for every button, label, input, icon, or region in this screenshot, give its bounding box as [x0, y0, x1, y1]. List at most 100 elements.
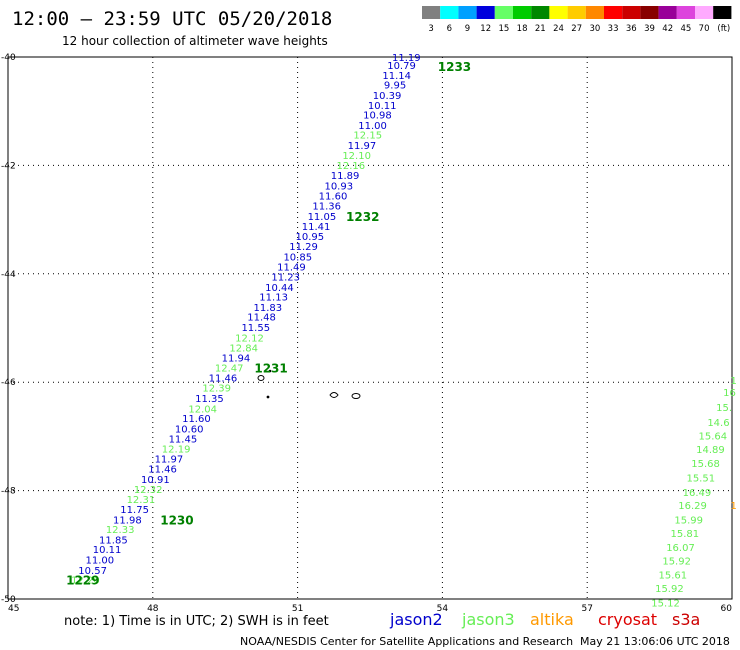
island-outline — [351, 393, 361, 399]
lat-tick-label: -44 — [1, 270, 16, 280]
lon-tick-label: 54 — [437, 604, 449, 614]
wave-height-label: 11.19 — [392, 53, 421, 64]
wave-height-label: 15.12 — [651, 598, 680, 609]
lat-tick-label: -48 — [1, 487, 16, 497]
wave-height-label: 11.13 — [259, 293, 288, 304]
scale-label: 21 — [535, 24, 546, 34]
scale-label: 9 — [465, 24, 470, 34]
scale-unit-label: (ft) — [717, 24, 730, 34]
wave-height-label: 15.99 — [674, 515, 703, 526]
wave-height-label: 15.68 — [691, 459, 720, 470]
pass-number-label: 1230 — [160, 513, 193, 527]
wave-height-label: 11.46 — [148, 464, 177, 475]
wave-height-label: 10.79 — [387, 61, 416, 72]
scale-swatch — [549, 6, 568, 19]
scale-swatch — [440, 6, 459, 19]
scale-label: 3 — [428, 24, 433, 34]
wave-height-label: 11.49 — [277, 262, 306, 273]
scale-label: 36 — [626, 24, 637, 34]
color-scale-legend: 3 6 9 12 15 18 21 24 27 30 33 36 39 42 45 70 (ft) — [422, 6, 732, 34]
wave-height-label: 12.47 — [215, 364, 244, 375]
wave-height-label: 11.97 — [155, 455, 184, 466]
wave-height-label: 11.98 — [113, 515, 142, 526]
scale-label: 70 — [699, 24, 710, 34]
wave-height-label: 15.64 — [699, 431, 728, 442]
scale-swatch — [422, 6, 441, 19]
wave-height-label: 10.44 — [265, 283, 294, 294]
wave-height-label: 12.31 — [127, 495, 156, 506]
scale-label: 33 — [608, 24, 619, 34]
scale-label: 24 — [553, 24, 564, 34]
wave-height-label: 15.51 — [686, 474, 715, 485]
wave-height-label: 12.20 — [71, 576, 100, 587]
wave-height-label: 11.46 — [209, 373, 238, 384]
island-dot — [268, 369, 272, 373]
wave-height-label: 11.00 — [86, 556, 115, 567]
wave-height-label: 11.89 — [331, 171, 360, 182]
wave-height-label: 16 — [723, 388, 736, 399]
scale-label: 15 — [498, 24, 509, 34]
page-title: 12:00 – 23:59 UTC 05/20/2018 — [12, 8, 332, 30]
scale-swatch — [695, 6, 714, 19]
wave-height-label: 10.57 — [78, 566, 107, 577]
scale-swatch — [531, 6, 550, 19]
wave-height-label: 12.84 — [229, 344, 258, 355]
page-subtitle: 12 hour collection of altimeter wave hei… — [62, 34, 328, 48]
wave-height-label: 11.41 — [302, 222, 331, 233]
wave-height-label: 11.29 — [289, 242, 318, 253]
pass-labels: 1233 1232 1231 1230 1229 — [66, 60, 471, 588]
wave-height-label: 16.49 — [683, 488, 712, 499]
wave-height-label: 11.60 — [319, 191, 348, 202]
satellite-legend-s3a: s3a — [672, 610, 700, 629]
wave-height-label: 11.60 — [182, 414, 211, 425]
wave-height-label: 15.92 — [655, 584, 684, 595]
wave-height-label: 10.95 — [296, 232, 325, 243]
wave-height-label: 10.11 — [368, 101, 397, 112]
scale-label: 30 — [589, 24, 600, 34]
wave-height-label: 10.60 — [175, 424, 204, 435]
wave-height-label: 14.6 — [707, 418, 729, 429]
wave-height-label: 11.48 — [247, 313, 276, 324]
scale-swatch — [476, 6, 495, 19]
wave-height-label: 12.16 — [337, 161, 366, 172]
island-outlines — [257, 369, 361, 399]
wave-height-label: 15.61 — [658, 571, 687, 582]
wave-height-label: 11.45 — [169, 435, 198, 446]
wave-height-label: 15.92 — [662, 557, 691, 568]
satellite-legend-cryosat: cryosat — [598, 610, 657, 629]
wave-height-label: 10.91 — [141, 475, 170, 486]
lat-tick-label: -42 — [1, 161, 16, 171]
pass-number-label: 1233 — [438, 60, 471, 74]
wave-height-label: 11.94 — [222, 353, 251, 364]
wave-height-label: 12.10 — [342, 151, 371, 162]
scale-swatch — [585, 6, 604, 19]
pass-number-label: 1232 — [346, 210, 379, 224]
wave-height-label: 12.12 — [235, 333, 264, 344]
pass-number-label: 1229 — [66, 574, 99, 588]
wave-height-label: 1 — [730, 501, 736, 512]
island-outline — [257, 375, 265, 381]
scale-swatch — [567, 6, 586, 19]
scale-swatch — [676, 6, 695, 19]
wave-height-label: 11.97 — [348, 141, 377, 152]
wave-height-label: 10.98 — [363, 111, 392, 122]
wave-height-label: 12.19 — [162, 444, 191, 455]
wave-height-label: 16.07 — [666, 543, 695, 554]
island-outline — [329, 392, 339, 398]
scale-swatch — [658, 6, 677, 19]
scale-swatch — [713, 6, 732, 19]
wave-height-label: 10.85 — [283, 253, 312, 264]
wave-height-label: 12.15 — [353, 131, 382, 142]
wave-height-label: 15.81 — [671, 529, 700, 540]
satellite-legend-jason3: jason3 — [461, 610, 515, 629]
scale-label: 39 — [644, 24, 655, 34]
wave-height-label: 1 — [730, 376, 736, 387]
wave-height-label: 16.29 — [678, 501, 707, 512]
scale-label: 6 — [447, 24, 452, 34]
lon-tick-label: 60 — [721, 604, 733, 614]
wave-height-label: 15. — [716, 403, 732, 414]
wave-height-label: 12.33 — [106, 525, 135, 536]
wave-height-label: 9.95 — [384, 81, 406, 92]
scale-swatch — [640, 6, 659, 19]
